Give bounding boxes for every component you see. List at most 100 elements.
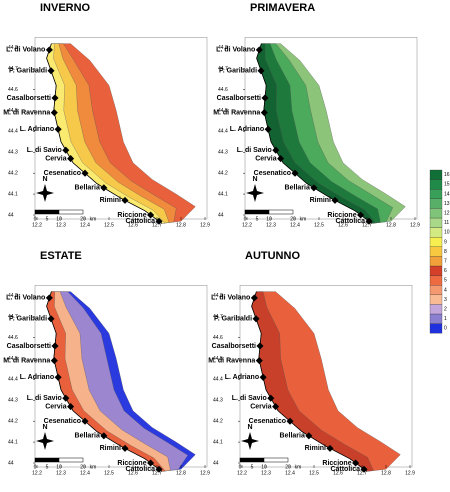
town-marker (67, 403, 75, 411)
town-marker (147, 211, 155, 219)
lat-tick-label: 44.4 (218, 129, 228, 135)
lat-tick-label: 44.2 (218, 171, 228, 177)
legend-label: 11 (444, 220, 449, 226)
town-label: P. Garibaldi (9, 68, 47, 75)
lat-tick-label: 44.3 (218, 150, 228, 156)
town-label: M. di Ravenna (3, 357, 50, 364)
compass-label: N (42, 424, 47, 431)
map-panel: AUTUNNO 44 44.1 44.2 44.3 44.4 44.5 44.6 44.7 44.… (208, 250, 415, 476)
town-marker (147, 459, 155, 467)
lon-tick-label: 12.5 (104, 470, 114, 476)
town-label: P. Garibaldi (214, 316, 252, 323)
legend-swatch (429, 237, 443, 247)
scale-bar (34, 209, 60, 215)
town-marker (291, 169, 299, 177)
legend-swatch (429, 246, 443, 257)
lon-tick-label: 12.2 (32, 470, 42, 476)
lon-tick-label: 12.8 (176, 222, 186, 228)
town-marker (257, 67, 265, 75)
lon-tick-label: 12.6 (128, 470, 138, 476)
scale-label: 20 (80, 216, 86, 222)
town-marker (81, 417, 89, 425)
town-label: P. Garibaldi (219, 68, 257, 75)
town-marker (286, 417, 294, 425)
legend-swatch (429, 294, 443, 305)
map-frame (244, 37, 418, 220)
scale-label: 10 (56, 464, 62, 470)
legend-swatch (429, 189, 443, 199)
town-label: Cattolica (125, 466, 155, 473)
scale-label: 5 (256, 216, 259, 222)
legend-swatch (429, 285, 443, 295)
town-label: Riccione (117, 212, 146, 219)
lon-tick-label: 12.9 (200, 222, 210, 228)
scale-label: 10 (261, 464, 267, 470)
compass (241, 432, 259, 450)
town-label: Casalborsetti (7, 95, 51, 102)
lon-tick-label: 12.3 (56, 470, 66, 476)
lat-tick-label: 44.2 (8, 419, 18, 425)
town-marker (305, 432, 313, 440)
legend-label: 15 (444, 182, 450, 188)
lon-tick-label: 12.3 (261, 470, 271, 476)
lon-tick-label: 12.8 (386, 222, 396, 228)
lon-tick-label: 12.3 (56, 222, 66, 228)
town-marker (255, 357, 263, 365)
lon-tick-label: 12.7 (362, 222, 372, 228)
lat-tick-label: 44.8 (8, 293, 18, 299)
scale-label: 0 (34, 464, 37, 470)
town-label: L. Adriano (20, 374, 54, 381)
lon-tick-label: 12.8 (176, 470, 186, 476)
lat-tick-label: 44.6 (213, 335, 223, 341)
town-label: Cervia (45, 155, 67, 162)
town-label: Casalborsetti (212, 343, 256, 350)
lat-tick-label: 44.3 (8, 150, 18, 156)
scale-label: 10 (266, 216, 272, 222)
town-marker (252, 315, 260, 323)
lat-tick-label: 44 (8, 460, 14, 466)
legend-swatch (429, 304, 443, 315)
panel-title: AUTUNNO (245, 250, 300, 262)
town-label: L. di Savio (232, 395, 267, 402)
lon-tick-label: 12.2 (237, 470, 247, 476)
lon-tick-label: 12.6 (338, 222, 348, 228)
lon-tick-label: 12.2 (242, 222, 252, 228)
legend-swatch (429, 179, 443, 190)
town-marker (255, 46, 263, 54)
legend-label: 16 (444, 172, 450, 178)
legend-swatch (429, 227, 443, 238)
legend-label: 6 (444, 268, 447, 274)
legend-label: 14 (444, 191, 450, 197)
town-label: L. di Volano (211, 295, 250, 302)
town-marker (267, 394, 275, 402)
legend-swatch (429, 313, 443, 324)
legend-label: 4 (444, 287, 447, 293)
town-label: L. di Savio (27, 147, 62, 154)
town-marker (51, 342, 59, 350)
scale-bar (58, 457, 84, 463)
lat-tick-label: 44.1 (8, 191, 18, 197)
town-marker (121, 196, 129, 204)
lat-tick-label: 44.2 (213, 419, 223, 425)
town-label: Cervia (250, 403, 272, 410)
legend-swatch (429, 265, 443, 276)
lon-tick-label: 12.9 (410, 222, 420, 228)
lat-tick-label: 44.8 (218, 45, 228, 51)
town-label: Riccione (327, 212, 356, 219)
town-marker (331, 196, 339, 204)
town-label: L. di Volano (6, 295, 45, 302)
town-marker (50, 357, 58, 365)
lat-tick-label: 44.5 (213, 356, 223, 362)
legend-swatch (429, 208, 443, 219)
scale-bar (239, 457, 265, 463)
town-marker (155, 465, 163, 473)
town-label: Rimini (310, 197, 331, 204)
legend-label: 1 (444, 316, 447, 322)
scale-label: 5 (251, 464, 254, 470)
lon-tick-label: 12.7 (357, 470, 367, 476)
scale-label: 20 (290, 216, 296, 222)
town-label: Cattolica (330, 466, 360, 473)
lat-tick-label: 44.7 (213, 314, 223, 320)
town-label: Cesenatico (44, 418, 81, 425)
lat-tick-label: 44.6 (8, 87, 18, 93)
